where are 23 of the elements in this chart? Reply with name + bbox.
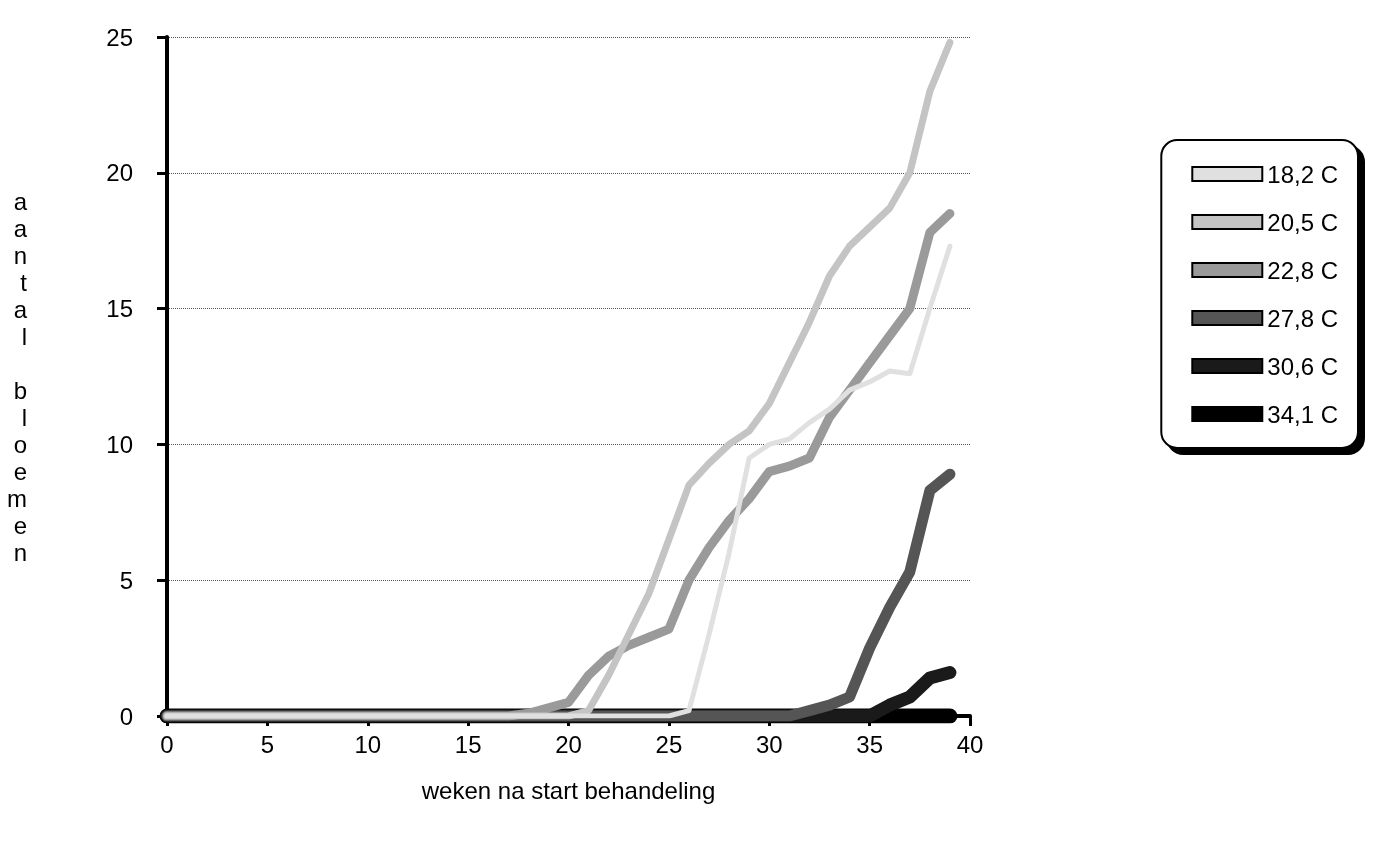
x-tick-label: 30 [755, 730, 783, 758]
x-tick-label: 20 [555, 730, 582, 758]
y-tick-label: 15 [106, 295, 133, 323]
legend-label: 30,6 C [1267, 352, 1339, 380]
legend-label: 34,1 C [1267, 400, 1339, 428]
text: aantal bloemen [7, 187, 27, 566]
legend-label: 22,8 C [1267, 256, 1339, 284]
x-tick-label: 10 [354, 730, 382, 758]
y-tick-label: 10 [106, 430, 133, 458]
y-tick-label: 0 [119, 702, 133, 730]
x-tick-label: 0 [160, 730, 174, 758]
legend-label: 20,5 C [1267, 208, 1339, 236]
x-tick-label: 5 [260, 730, 275, 758]
y-tick-label: 20 [106, 159, 133, 187]
legend-label: 27,8 C [1267, 304, 1339, 332]
x-tick-label: 40 [956, 730, 984, 758]
x-tick-label: 35 [856, 730, 883, 758]
y-tick-label: 5 [119, 566, 133, 594]
legend-label: 18,2 C [1267, 160, 1339, 188]
x-tick-label: 15 [454, 730, 482, 758]
x-axis-title: weken na start behandeling [420, 776, 716, 804]
y-tick-label: 25 [106, 23, 133, 51]
x-tick-label: 25 [655, 730, 683, 758]
